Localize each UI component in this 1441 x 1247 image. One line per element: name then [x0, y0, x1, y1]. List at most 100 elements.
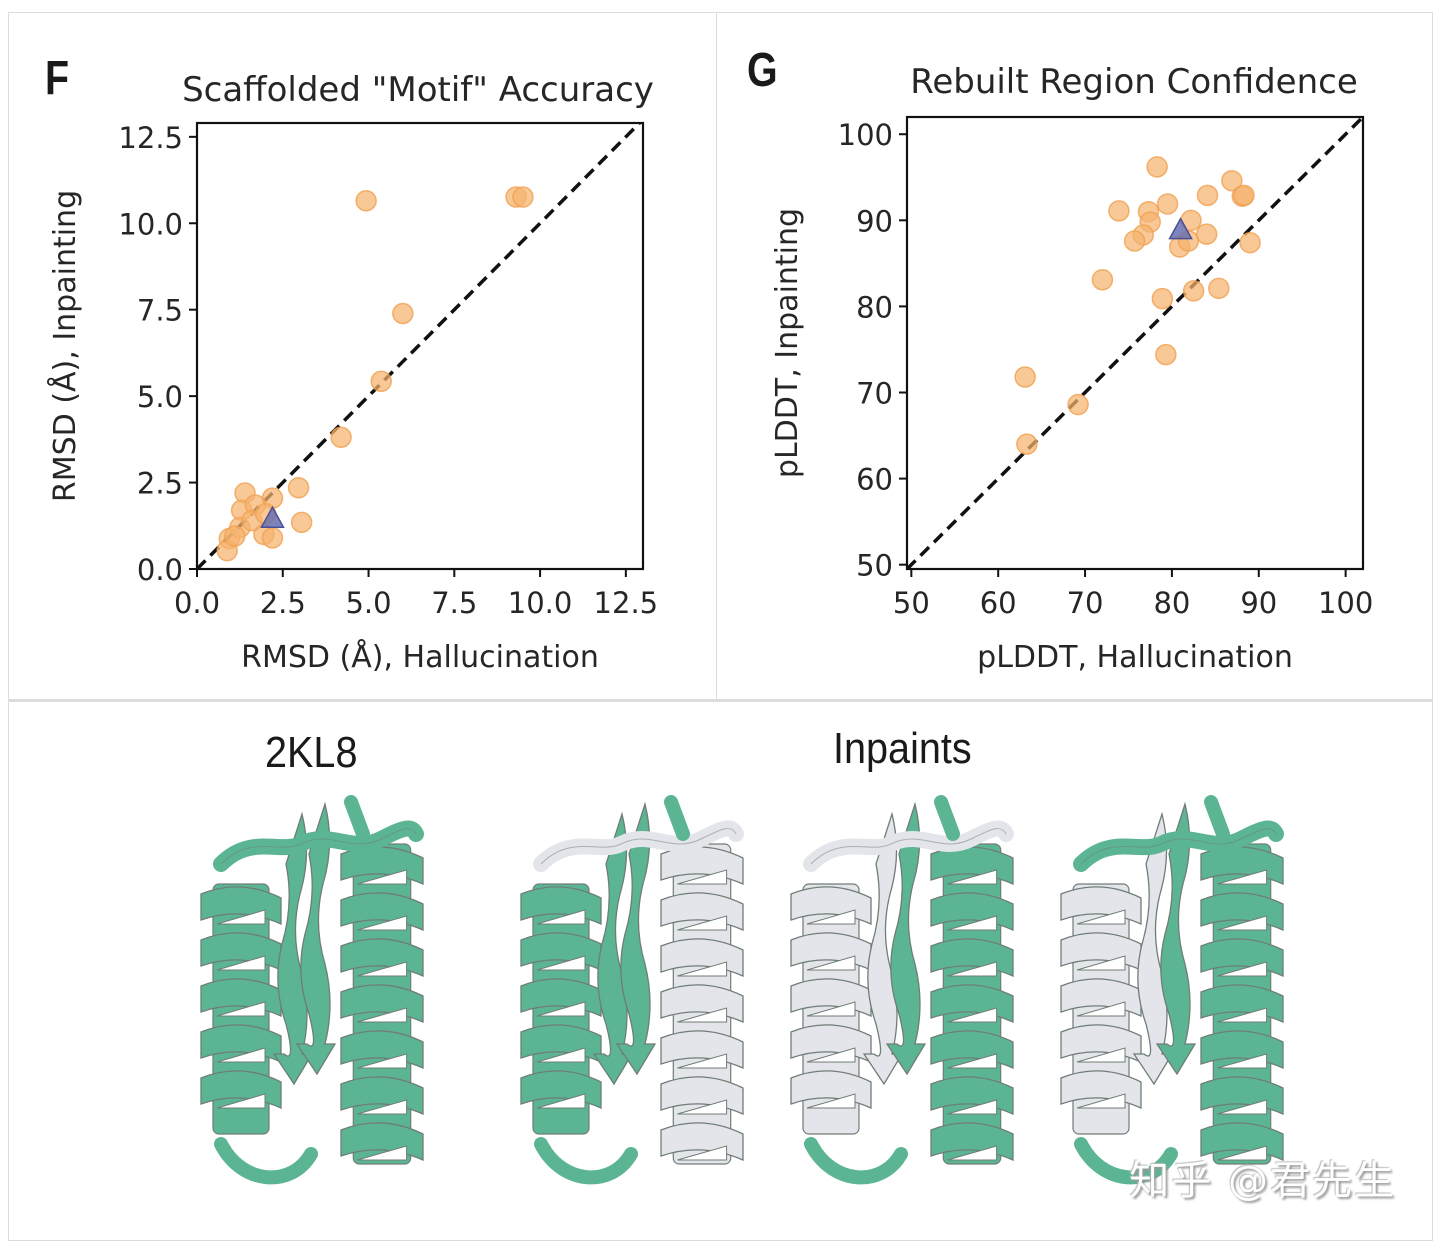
- helix-gap: [1217, 869, 1268, 885]
- data-point: [1182, 280, 1205, 302]
- helix-right: [340, 843, 424, 1165]
- x-tick-label: 7.5: [431, 586, 477, 620]
- helix-gap: [357, 915, 408, 931]
- helix-gap: [536, 955, 586, 971]
- data-point: [1014, 366, 1036, 388]
- chart-plddt: Rebuilt Region Confidence 50 60 70 80 90 100 50…: [770, 62, 1373, 675]
- helix-gap: [216, 1093, 266, 1109]
- y-tick-label: 50: [856, 549, 893, 583]
- helix-gap: [947, 915, 998, 931]
- data-point: [290, 511, 313, 534]
- chart-title: Scaffolded "Motif" Accuracy: [182, 70, 654, 110]
- bottom-loop: [214, 1137, 318, 1185]
- x-axis-label: pLDDT, Hallucination: [977, 640, 1293, 675]
- data-point: [512, 186, 534, 208]
- strand-middle: [885, 801, 927, 1076]
- y-tick-label: 80: [856, 290, 893, 324]
- helix-gap: [1076, 909, 1126, 925]
- helix-gap: [806, 1001, 856, 1017]
- helix-gap: [1076, 1001, 1126, 1017]
- x-tick-label: 5.0: [345, 586, 391, 620]
- helix-gap: [536, 1047, 586, 1063]
- x-tick-label: 90: [1240, 586, 1277, 620]
- protein-structure-inpaint-1: [520, 795, 744, 1185]
- y-tick-label: 5.0: [137, 380, 183, 414]
- helix-gap: [536, 909, 586, 925]
- helix-gap: [677, 1145, 728, 1161]
- helix-gap: [357, 1053, 408, 1069]
- data-point: [261, 527, 284, 549]
- chart-rmsd: Scaffolded "Motif" Accuracy 0.0 2.5 5.0 7.5 1…: [47, 70, 659, 675]
- helix-gap: [536, 1093, 586, 1109]
- helix-gap: [947, 961, 998, 977]
- data-point: [370, 370, 392, 393]
- x-tick-label: 70: [1067, 586, 1104, 620]
- terminus: [664, 795, 690, 841]
- helix-right: [1200, 843, 1284, 1165]
- x-tick-label: 10.0: [508, 586, 573, 620]
- helix-gap: [677, 1007, 728, 1023]
- y-tick-label: 90: [856, 204, 893, 238]
- helix-gap: [677, 1053, 728, 1069]
- panel-letter-f: F: [45, 52, 70, 105]
- data-point: [1146, 156, 1168, 178]
- reference-structure-label: 2KL8: [265, 728, 358, 777]
- y-axis-label: pLDDT, Inpainting: [770, 208, 805, 478]
- bottom-loop: [1074, 1137, 1178, 1185]
- data-point: [1221, 169, 1243, 192]
- y-tick-label: 0.0: [137, 553, 183, 587]
- helix-right: [930, 843, 1014, 1165]
- helix-gap: [216, 955, 266, 971]
- x-axis-label: RMSD (Å), Hallucination: [241, 639, 599, 675]
- data-point: [330, 426, 352, 449]
- protein-structure-inpaint-2: [790, 795, 1014, 1185]
- helix-gap: [216, 1047, 266, 1063]
- helix-gap: [806, 955, 856, 971]
- helix-gap: [536, 1001, 586, 1017]
- helix-left: [200, 883, 282, 1135]
- helix-gap: [216, 909, 266, 925]
- reference-marker-triangle: [1168, 217, 1193, 240]
- panel-f: F Scaffolded "Motif" Accuracy 0.0 2.5 5.0 7.…: [8, 12, 716, 700]
- beta-strand: [885, 801, 927, 1076]
- beta-strand: [615, 801, 657, 1076]
- data-point: [1155, 343, 1177, 366]
- data-point: [1239, 231, 1261, 254]
- data-point: [1067, 393, 1089, 416]
- helix-gap: [1217, 915, 1268, 931]
- helix-gap: [677, 915, 728, 931]
- y-tick-label: 7.5: [137, 294, 183, 328]
- panel-structures: 2KL8 Inpaints 知乎 @君先生: [8, 700, 1433, 1241]
- data-point: [1195, 223, 1218, 245]
- strand-middle: [615, 801, 657, 1076]
- chart-title: Rebuilt Region Confidence: [910, 62, 1358, 102]
- watermark: 知乎 @君先生: [1129, 1158, 1396, 1204]
- top-loop-edge: [220, 828, 417, 865]
- data-point: [355, 190, 377, 212]
- x-tick-label: 60: [980, 586, 1017, 620]
- data-point: [223, 525, 246, 547]
- top-loop-edge: [1080, 828, 1277, 865]
- identity-line: [905, 115, 1365, 571]
- data-point: [1091, 268, 1114, 291]
- y-axis-label: RMSD (Å), Inpainting: [47, 190, 83, 502]
- data-point: [287, 477, 310, 499]
- strand-middle: [1155, 801, 1197, 1076]
- helix-gap: [806, 1047, 856, 1063]
- helix-gap: [947, 1007, 998, 1023]
- top-loop-edge: [540, 828, 737, 865]
- y-tick-label: 2.5: [137, 467, 183, 501]
- helix-gap: [677, 869, 728, 885]
- y-tick-label: 100: [838, 118, 893, 152]
- y-tick-label: 10.0: [118, 207, 183, 241]
- helix-gap: [677, 961, 728, 977]
- x-tick-label: 2.5: [260, 586, 306, 620]
- helix-right: [660, 843, 744, 1165]
- helix-left: [790, 883, 872, 1135]
- beta-strand: [1155, 801, 1197, 1076]
- x-tick-label: 12.5: [594, 586, 659, 620]
- helix-gap: [1217, 961, 1268, 977]
- helix-left: [520, 883, 602, 1135]
- strand-middle: [295, 801, 337, 1076]
- helix-gap: [357, 1145, 408, 1161]
